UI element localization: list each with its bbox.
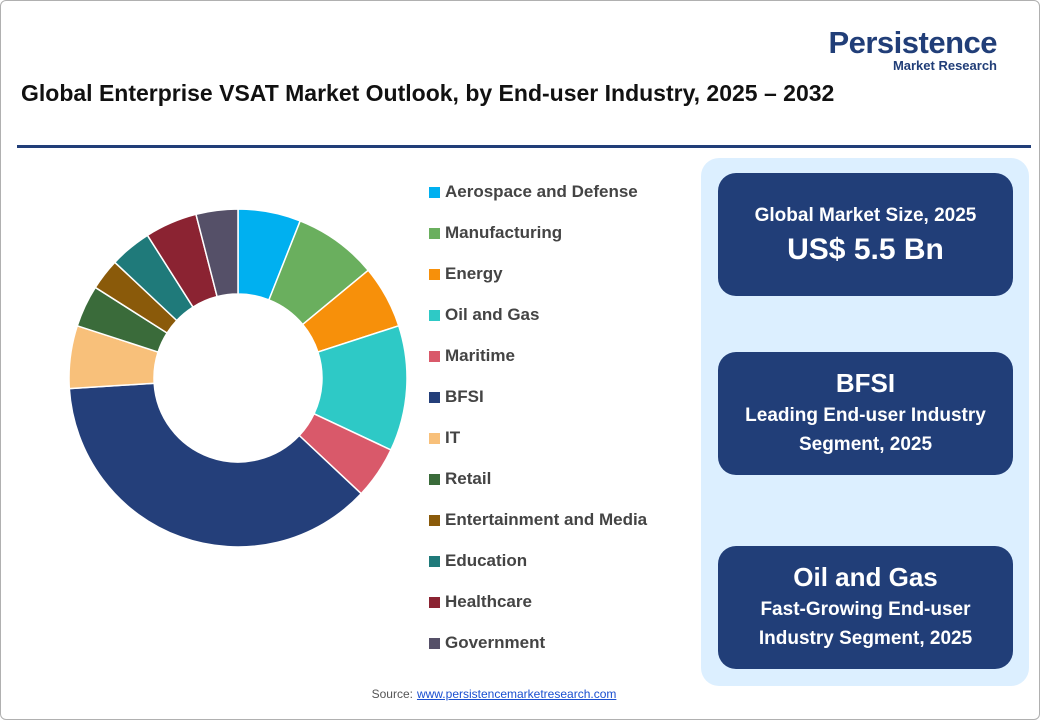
legend-item: Manufacturing <box>429 222 689 244</box>
source-link[interactable]: www.persistencemarketresearch.com <box>416 687 617 701</box>
legend-item: Retail <box>429 468 689 490</box>
donut-slice <box>68 382 363 548</box>
summary-value: Leading End-user Industry Segment, 2025 <box>745 405 986 455</box>
legend-label: Aerospace and Defense <box>445 182 638 201</box>
legend-swatch <box>429 555 440 567</box>
donut-slice <box>195 208 239 298</box>
donut-chart <box>68 208 408 548</box>
legend-item: IT <box>429 427 689 449</box>
legend-swatch <box>429 432 440 444</box>
legend-item: Aerospace and Defense <box>429 181 689 203</box>
summary-box: Global Market Size, 2025 US$ 5.5 Bn <box>718 173 1013 296</box>
legend-item: Energy <box>429 263 689 285</box>
legend-label: Retail <box>445 469 492 488</box>
legend-swatch <box>429 391 440 403</box>
summary-value: Fast-Growing End-user Industry Segment, … <box>758 599 973 649</box>
summary-label: Global Market Size, 2025 <box>754 205 977 226</box>
legend-label: Maritime <box>445 346 515 365</box>
legend-swatch <box>429 637 440 649</box>
legend-label: IT <box>445 428 461 447</box>
legend-item: Education <box>429 550 689 572</box>
legend-label: Healthcare <box>445 592 532 611</box>
legend-swatch <box>429 227 440 239</box>
legend-swatch <box>429 473 440 485</box>
source-label: Source: <box>371 687 413 701</box>
summary-panel: Global Market Size, 2025 US$ 5.5 Bn BFSI… <box>701 158 1029 686</box>
legend-item: Maritime <box>429 345 689 367</box>
legend-label: BFSI <box>445 387 484 406</box>
legend-swatch <box>429 596 440 608</box>
chart-title: Global Enterprise VSAT Market Outlook, b… <box>21 80 835 106</box>
legend-item: Entertainment and Media <box>429 509 689 531</box>
legend-swatch <box>429 514 440 526</box>
summary-label: BFSI <box>835 368 896 398</box>
legend-item: Healthcare <box>429 591 689 613</box>
legend-swatch <box>429 186 440 198</box>
legend-item: Oil and Gas <box>429 304 689 326</box>
title-rule <box>17 145 1031 148</box>
legend-label: Oil and Gas <box>445 305 540 324</box>
legend-label: Education <box>445 551 528 570</box>
legend-item: Government <box>429 632 689 654</box>
summary-label: Oil and Gas <box>793 562 938 592</box>
summary-box: Oil and Gas Fast-Growing End-user Indust… <box>718 546 1013 669</box>
source: Source: www.persistencemarketresearch.com <box>1 687 987 701</box>
legend-label: Entertainment and Media <box>445 510 648 529</box>
legend-swatch <box>429 350 440 362</box>
legend-swatch <box>429 268 440 280</box>
summary-box: BFSI Leading End-user Industry Segment, … <box>718 352 1013 475</box>
summary-value: US$ 5.5 Bn <box>787 233 944 266</box>
logo-name: Persistence <box>828 25 997 60</box>
legend-label: Energy <box>445 264 503 283</box>
legend-label: Manufacturing <box>445 223 563 242</box>
legend-item: BFSI <box>429 386 689 408</box>
logo-tagline: Market Research <box>892 58 997 73</box>
legend-swatch <box>429 309 440 321</box>
legend-label: Government <box>445 633 546 652</box>
